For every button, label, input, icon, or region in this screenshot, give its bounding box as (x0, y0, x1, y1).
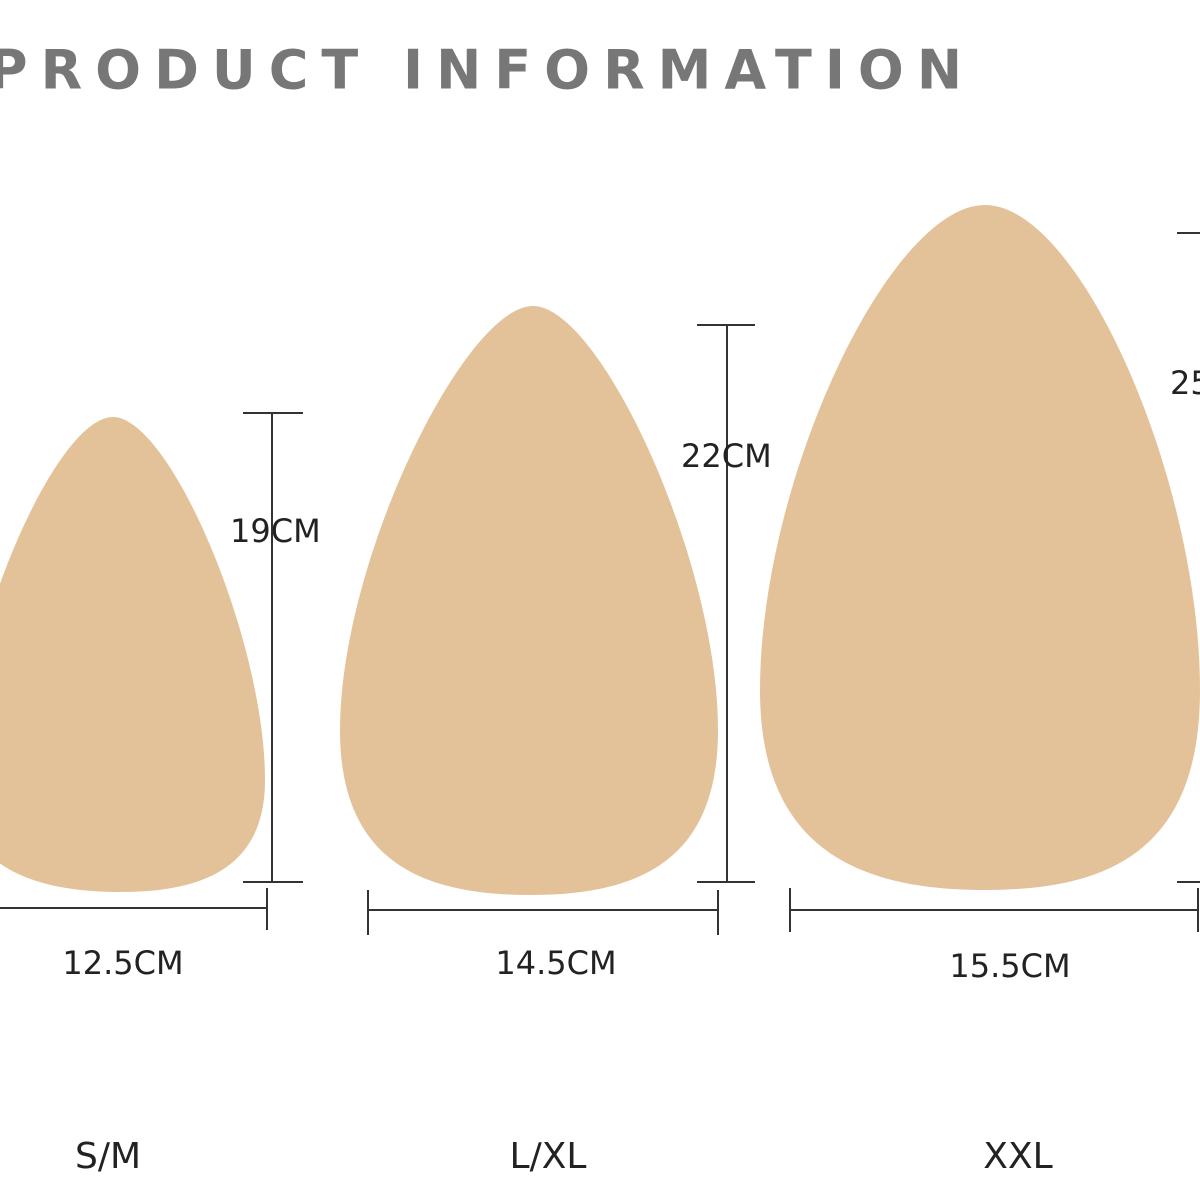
size-label: XXL (983, 1136, 1052, 1177)
dimension-lines (367, 324, 755, 935)
height-label: 22CM (681, 437, 772, 475)
pad-xxl (760, 205, 1200, 890)
title: PRODUCT INFORMATION (0, 39, 975, 102)
size-label: L/XL (510, 1136, 587, 1177)
width-label: 14.5CM (495, 944, 616, 982)
height-label: 19CM (230, 512, 321, 550)
dimension-lines (789, 232, 1200, 932)
width-label: 15.5CM (949, 947, 1070, 985)
pad-sm (0, 417, 265, 892)
pad-lxl (340, 306, 718, 895)
dimension-lines (0, 412, 303, 930)
size-label: S/M (75, 1136, 141, 1177)
width-label: 12.5CM (62, 944, 183, 982)
height-label: 25 (1170, 364, 1200, 402)
